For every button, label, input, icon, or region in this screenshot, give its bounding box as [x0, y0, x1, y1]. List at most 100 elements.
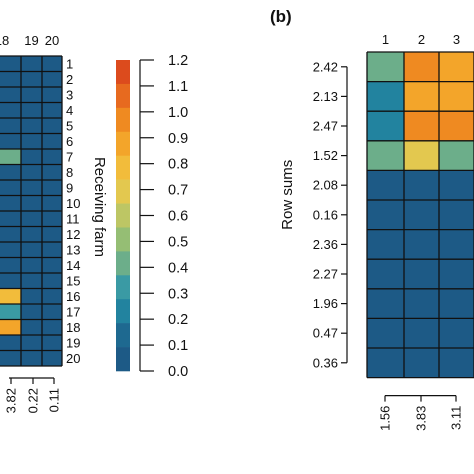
right-cell-r6-c3	[439, 200, 474, 230]
left-ylabel: Receiving farm	[91, 157, 108, 257]
colorbar-segment	[116, 107, 130, 133]
left-column-sum-label: 0.11	[47, 388, 62, 412]
right-cell-r7-c2	[404, 229, 439, 260]
left-heatmap-panel: 1819201234567891011121314151617181920Rec…	[0, 33, 108, 413]
right-column-label: 1	[382, 32, 389, 47]
left-cell-r9-c20	[42, 180, 62, 196]
left-cell-r16-c19	[21, 288, 42, 304]
right-rowsum-label: 2.08	[313, 178, 338, 193]
colorbar-segment	[116, 60, 130, 85]
right-cell-r8-c1	[367, 259, 404, 289]
colorbar: 1.2 1.1 1.0 0.9 0.8 0.7 0.6 0.5 0.4 0.3 0.2 0.1 0.0	[116, 53, 188, 380]
right-cell-r6-c1	[367, 200, 404, 230]
colorbar-segment	[116, 275, 130, 300]
left-row-label: 3	[66, 87, 73, 102]
left-cell-r4-c19	[21, 102, 42, 118]
left-row-label: 11	[66, 211, 80, 226]
right-cell-r7-c1	[367, 229, 404, 260]
left-cell-r18-c19	[21, 319, 42, 335]
left-cell-r12-c18	[0, 226, 21, 242]
left-row-label: 6	[66, 134, 73, 149]
right-ylabel: Row sums	[279, 160, 296, 230]
right-rowsum-label: 1.52	[313, 148, 338, 163]
left-row-label: 19	[66, 335, 80, 350]
colorbar-tick-label: 0.1	[168, 338, 188, 354]
left-cell-r11-c20	[42, 211, 62, 227]
colorbar-segment	[116, 323, 130, 348]
right-cell-r3-c1	[367, 111, 404, 141]
right-cell-r2-c1	[367, 81, 404, 112]
right-cell-r10-c1	[367, 318, 404, 348]
left-cell-r19-c19	[21, 335, 42, 351]
colorbar-tick-label: 0.6	[168, 209, 188, 225]
right-cell-r3-c3	[439, 111, 474, 141]
left-row-label: 4	[66, 103, 73, 118]
right-cell-r4-c2	[404, 140, 439, 171]
left-row-label: 10	[66, 196, 80, 211]
left-cell-r11-c18	[0, 211, 21, 227]
left-row-label: 18	[66, 320, 80, 335]
left-column-label: 20	[45, 33, 59, 48]
left-cell-r10-c19	[21, 195, 42, 211]
left-cell-r1-c19	[21, 56, 42, 72]
left-cell-r19-c18	[0, 335, 21, 351]
colorbar-tick-label: 0.9	[168, 131, 188, 147]
right-rowsum-label: 2.27	[313, 267, 338, 282]
left-row-label: 17	[66, 304, 80, 319]
left-cell-r8-c20	[42, 164, 62, 180]
left-cell-r7-c20	[42, 149, 62, 165]
colorbar-segment	[116, 227, 130, 252]
left-column-label: 18	[0, 33, 9, 48]
left-cell-r13-c18	[0, 242, 21, 258]
right-cell-r7-c3	[439, 229, 474, 260]
left-cell-r5-c19	[21, 118, 42, 134]
right-rowsum-label: 1.96	[313, 296, 338, 311]
left-cell-r20-c19	[21, 350, 42, 366]
right-column-label: 3	[453, 32, 460, 47]
right-heatmap-panel: 1 2 3 2.42 2.13 2.47 1.52 2.08 0.16 2.36 2.27 1.96 0…	[279, 32, 474, 431]
colorbar-tick-label: 1.1	[168, 79, 188, 95]
colorbar-segment	[116, 299, 130, 324]
colorbar-segment	[116, 347, 130, 372]
left-row-label: 13	[66, 242, 80, 257]
left-cell-r17-c18	[0, 304, 21, 320]
left-cell-r16-c18	[0, 288, 21, 304]
left-cell-r19-c20	[42, 335, 62, 351]
right-cell-r3-c2	[404, 111, 439, 141]
left-cell-r4-c18	[0, 102, 21, 118]
right-rowsum-label: 2.13	[313, 89, 338, 104]
colorbar-segment	[116, 203, 130, 228]
left-cell-r1-c20	[42, 56, 62, 72]
left-cell-r10-c20	[42, 195, 62, 211]
right-column-label: 2	[418, 32, 425, 47]
right-column-sum-label: 1.56	[378, 406, 393, 431]
left-row-label: 8	[66, 165, 73, 180]
left-cell-r6-c20	[42, 133, 62, 149]
right-cell-r1-c3	[439, 52, 474, 82]
left-cell-r14-c19	[21, 257, 42, 273]
right-cell-r4-c1	[367, 140, 404, 171]
colorbar-tick-label: 1.2	[168, 53, 188, 69]
left-cell-r13-c19	[21, 242, 42, 258]
left-row-label: 5	[66, 118, 73, 133]
right-rowsum-label: 0.16	[313, 207, 338, 222]
left-cell-r20-c18	[0, 350, 21, 366]
left-cell-r18-c18	[0, 319, 21, 335]
left-cell-r9-c18	[0, 180, 21, 196]
colorbar-segment	[116, 131, 130, 156]
right-cell-r8-c3	[439, 259, 474, 289]
left-row-label: 9	[66, 180, 73, 195]
left-cell-r7-c19	[21, 149, 42, 165]
left-cell-r6-c18	[0, 133, 21, 149]
right-rowsum-label: 0.47	[313, 326, 338, 341]
left-cell-r15-c20	[42, 273, 62, 289]
colorbar-tick-label: 0.2	[168, 312, 188, 328]
colorbar-segment	[116, 155, 130, 180]
left-row-label: 7	[66, 149, 73, 164]
right-cell-r11-c1	[367, 348, 404, 378]
left-cell-r8-c18	[0, 164, 21, 180]
right-cell-r5-c2	[404, 170, 439, 200]
right-rowsum-label: 2.36	[313, 237, 338, 252]
colorbar-tick-label: 0.7	[168, 183, 188, 199]
left-cell-r12-c19	[21, 226, 42, 242]
